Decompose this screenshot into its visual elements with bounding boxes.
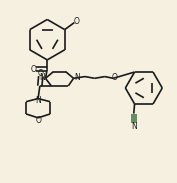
Text: O: O xyxy=(112,73,118,82)
Text: N: N xyxy=(131,122,137,131)
Text: O: O xyxy=(38,69,44,78)
Text: N: N xyxy=(35,96,41,105)
Text: O: O xyxy=(31,65,36,74)
Text: N: N xyxy=(74,73,80,82)
Text: O: O xyxy=(73,17,79,26)
Text: O: O xyxy=(35,116,41,125)
Text: N: N xyxy=(39,73,45,82)
